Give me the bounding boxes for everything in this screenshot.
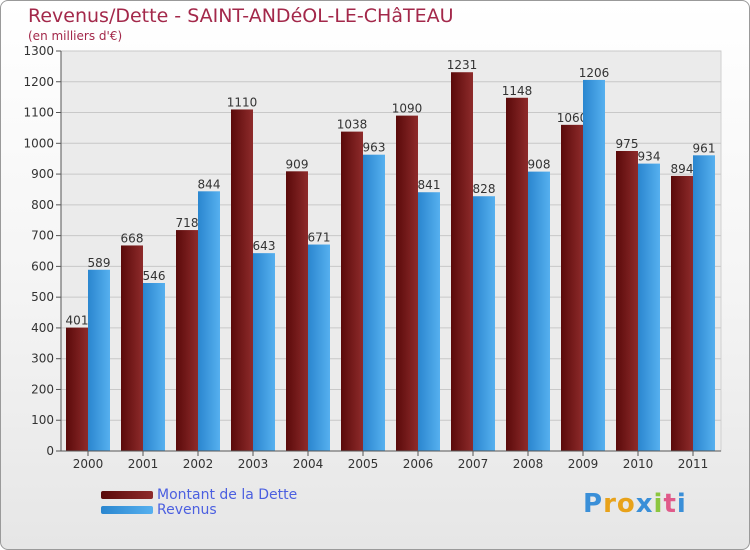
legend-swatch-revenue [101,506,153,514]
data-label: 643 [253,239,276,253]
bar-debt [286,171,308,452]
bar-debt [231,109,253,451]
data-label: 1038 [337,118,368,132]
legend-item-debt: Montant de la Dette [101,487,297,503]
data-label: 975 [616,137,639,151]
bar-revenue [143,283,165,451]
x-tick-label: 2004 [293,457,324,471]
data-label: 589 [88,256,111,270]
data-label: 1148 [502,84,533,98]
y-tick-label: 1100 [23,106,54,120]
bar-debt [121,245,143,451]
y-axis: 0 100 200 300 400 500 600 700 800 900 1000 1100 1200… [23,44,62,458]
legend-swatch-debt [101,491,153,499]
x-tick-label: 2001 [128,457,159,471]
chart-title: Revenus/Dette - SAINT-ANDéOL-LE-CHâTEAU [28,5,454,27]
y-tick-label: 800 [31,198,54,212]
legend-label-debt: Montant de la Dette [157,487,298,503]
bar-revenue [693,155,715,452]
data-label: 668 [121,231,144,245]
bar-revenue [528,171,550,451]
x-tick-label: 2005 [348,457,379,471]
y-tick-label: 100 [31,413,54,427]
y-tick-label: 600 [31,259,54,273]
bar-debt [561,124,583,451]
x-tick-label: 2002 [183,457,214,471]
data-label: 909 [286,157,309,171]
data-label: 961 [693,141,716,155]
plot-area [60,50,722,452]
data-label: 1110 [227,95,258,109]
y-tick-label: 300 [31,352,54,366]
legend-label-revenue: Revenus [157,502,217,518]
y-tick-label: 900 [31,167,54,181]
bar-debt [616,151,638,451]
bar-debt [506,97,528,452]
data-label: 908 [528,158,551,172]
data-label: 1060 [557,111,588,125]
bar-debt [451,72,473,451]
x-tick-label: 2011 [678,457,709,471]
bar-debt [66,327,88,451]
y-tick-label: 400 [31,321,54,335]
bar-revenue [638,163,660,451]
data-label: 1090 [392,102,423,116]
proxiti-logo: Proxiti [583,489,687,519]
x-tick-label: 2006 [403,457,434,471]
data-label: 401 [66,314,89,328]
data-label: 841 [418,178,441,192]
x-tick-label: 2008 [513,457,544,471]
data-label: 1206 [579,66,610,80]
y-tick-label: 1200 [23,75,54,89]
data-label: 1231 [447,58,478,72]
x-tick-label: 2003 [238,457,269,471]
y-tick-label: 1300 [23,44,54,58]
data-label: 546 [143,269,166,283]
data-label: 671 [308,231,331,245]
bar-debt [396,115,418,451]
data-label: 844 [198,177,221,191]
bar-revenue [308,244,330,451]
bar-revenue [88,269,110,451]
data-label: 718 [176,216,199,230]
data-label: 934 [638,150,661,164]
y-tick-label: 700 [31,229,54,243]
y-tick-label: 500 [31,290,54,304]
bar-debt [671,175,693,451]
x-tick-label: 2000 [73,457,104,471]
bars: 401 589 668 546 718 844 1110 643 909 671 1038 963 10… [66,58,716,452]
bar-revenue [418,192,440,451]
data-label: 828 [473,182,496,196]
bar-revenue [198,191,220,452]
x-tick-label: 2010 [623,457,654,471]
bar-revenue [363,154,385,451]
bar-debt [176,230,198,451]
x-tick-label: 2009 [568,457,599,471]
bar-revenue [583,79,605,451]
bar-revenue [253,253,275,451]
legend-item-revenue: Revenus [101,502,217,518]
grid-lines [61,50,721,421]
y-tick-label: 0 [46,444,54,458]
data-label: 963 [363,141,386,155]
x-axis: 2000 2001 2002 2003 2004 2005 2006 2007 2008 2009… [61,450,721,471]
x-tick-label: 2007 [458,457,489,471]
chart-subtitle: (en milliers d'€) [28,29,123,43]
bar-debt [341,131,363,451]
y-tick-label: 1000 [23,136,54,150]
bar-revenue [473,196,495,451]
y-tick-label: 200 [31,382,54,396]
data-label: 894 [671,162,694,176]
